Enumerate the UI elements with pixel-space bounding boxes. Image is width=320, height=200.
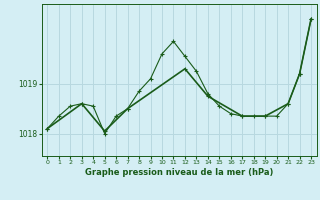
- X-axis label: Graphe pression niveau de la mer (hPa): Graphe pression niveau de la mer (hPa): [85, 168, 273, 177]
